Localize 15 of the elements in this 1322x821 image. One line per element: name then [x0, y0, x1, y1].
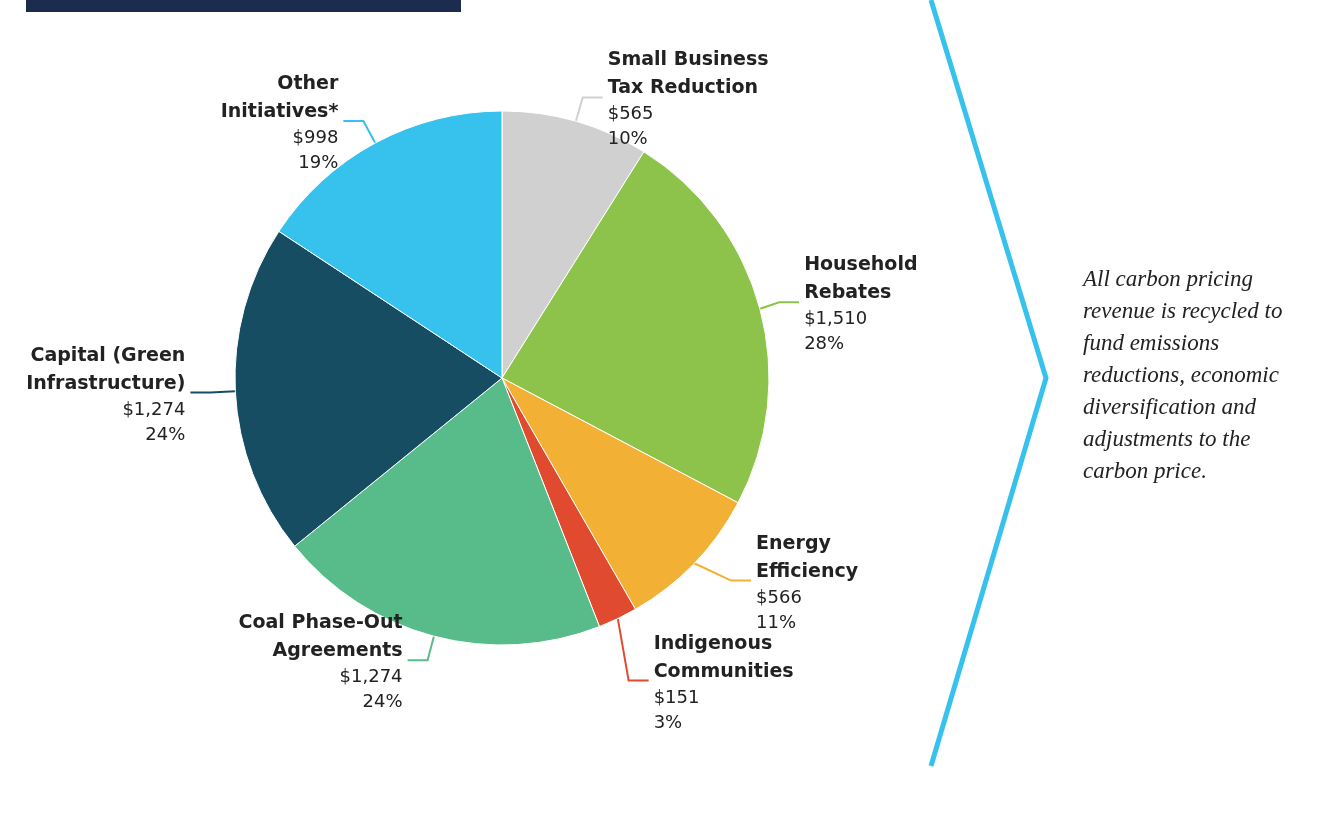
slice-label: Small Business Tax Reduction: [607, 47, 769, 98]
data-label: $1,274 24%: [122, 397, 186, 444]
slice-label: Indigenous Communities: [653, 630, 794, 681]
slice-label: Other Initiatives*: [220, 71, 339, 122]
data-label: $151 3%: [653, 685, 700, 732]
text: All carbon pricing revenue is recycled to fund emissions reductions, economic diversification and adjustments to the carbon price.: [1083, 265, 1284, 485]
data-label: $1,274 24%: [339, 665, 403, 712]
data-label: $565 10%: [607, 102, 654, 149]
slice-label: Household Rebates: [804, 252, 918, 303]
slice-label: Coal Phase-Out Agreements: [238, 610, 403, 661]
data-label: $998 19%: [292, 126, 339, 173]
data-label: $1,510 28%: [804, 307, 868, 354]
slice-label: Energy Efficiency: [756, 530, 859, 581]
data-label: $566 11%: [756, 585, 802, 632]
slice-label: Capital (Green Infrastructure): [26, 342, 186, 393]
